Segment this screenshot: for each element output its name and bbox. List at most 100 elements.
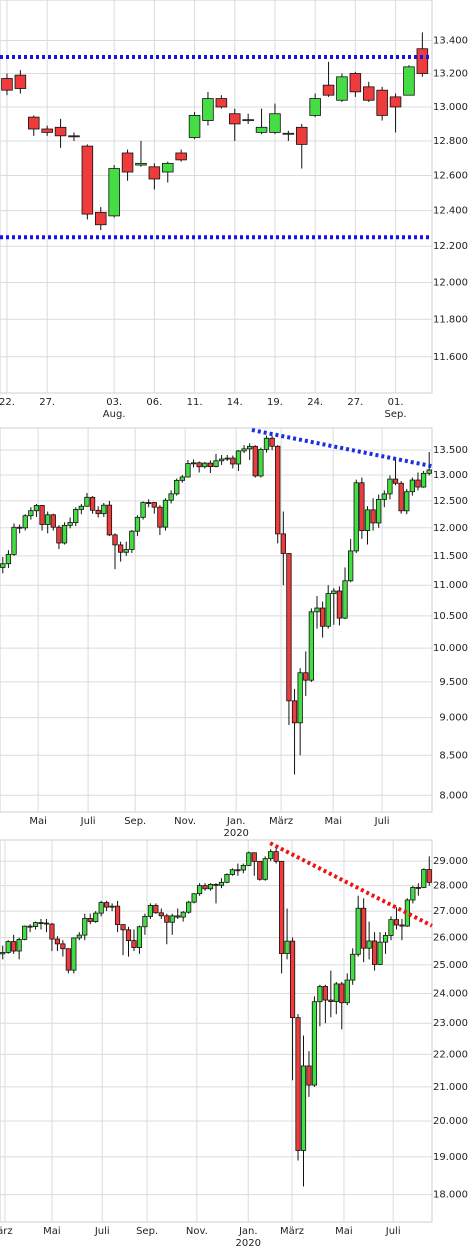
candle-body — [262, 858, 268, 880]
candle-body — [84, 496, 90, 507]
candle-body — [235, 450, 242, 465]
candle-body — [56, 526, 62, 544]
candle-body — [342, 580, 348, 619]
x-tick-label: Sep. — [136, 1226, 158, 1237]
trend-line — [251, 428, 433, 469]
candle-body — [146, 502, 152, 504]
candle-body — [322, 986, 328, 1001]
candle-body — [28, 116, 40, 130]
y-tick-label: 12.500 — [433, 496, 468, 507]
x-tick-label: 01. — [388, 397, 404, 408]
candle-body — [164, 915, 170, 923]
candle-body — [224, 874, 230, 883]
candle-body — [95, 509, 101, 515]
y-tick-label: 13.200 — [433, 68, 468, 79]
y-tick-label: 13.000 — [433, 102, 468, 113]
candle-body — [295, 1017, 301, 1151]
candle-body — [162, 499, 169, 528]
candle-body — [387, 478, 393, 495]
candle-body — [108, 168, 120, 217]
candle-body — [95, 211, 107, 226]
candle-body — [213, 884, 219, 886]
x-tick-label: Jan. — [226, 816, 246, 827]
candle-body — [377, 941, 383, 965]
candle-body — [114, 905, 121, 925]
candle-body — [106, 504, 113, 536]
candle-body — [251, 852, 257, 862]
candle-body — [188, 115, 201, 138]
candle-body — [399, 924, 405, 927]
candle-body — [98, 902, 104, 914]
y-tick-label: 13.500 — [433, 445, 468, 456]
candle-body — [364, 509, 371, 532]
candle-body — [289, 940, 296, 1019]
y-tick-label: 18.000 — [433, 1190, 468, 1201]
candle-body — [350, 953, 356, 981]
y-tick-label: 12.000 — [433, 277, 468, 288]
candle-body — [376, 89, 388, 116]
candle-body — [269, 113, 281, 133]
candle-body — [76, 934, 82, 939]
y-tick-label: 19.000 — [433, 1152, 468, 1163]
candle-body — [246, 852, 252, 866]
candle-body — [381, 493, 387, 500]
x-tick-label: 27. — [347, 397, 363, 408]
candle-body — [68, 135, 80, 138]
candle-body — [54, 938, 61, 945]
y-tick-label: 13.000 — [433, 470, 468, 481]
candle-body — [11, 941, 17, 952]
x-tick-label: Sep. — [124, 816, 146, 827]
candle-body — [71, 937, 77, 971]
x-period-label: Sep. — [385, 409, 407, 420]
candle-body — [169, 915, 175, 923]
candle-body — [336, 590, 343, 619]
x-tick-label: März — [269, 816, 293, 827]
y-tick-label: 8.000 — [439, 790, 468, 801]
candle-body — [190, 462, 197, 465]
candle-body — [279, 860, 285, 954]
candle-body — [382, 935, 389, 943]
y-tick-label: 29.000 — [433, 856, 468, 867]
candle-body — [410, 887, 416, 901]
x-tick-label: ärz — [0, 1226, 13, 1237]
candle-body — [421, 869, 427, 888]
candle-body — [61, 524, 68, 544]
y-tick-label: 11.600 — [433, 352, 468, 363]
x-tick-label: Nov. — [186, 1226, 208, 1237]
y-tick-label: 20.000 — [433, 1116, 468, 1127]
y-tick-label: 11.000 — [433, 580, 468, 591]
candle-body — [349, 73, 362, 93]
candle-body — [344, 979, 350, 1004]
candle-body — [348, 550, 354, 582]
candle-body — [78, 505, 84, 510]
candle-body — [11, 526, 17, 555]
candle-body — [1, 78, 13, 91]
candle-body — [22, 925, 28, 940]
x-tick-label: Juli — [94, 1226, 110, 1237]
candle-body — [38, 922, 44, 925]
candle-body — [5, 941, 11, 953]
x-tick-label: März — [280, 1226, 304, 1237]
candle-body — [284, 940, 290, 954]
candle-body — [297, 672, 303, 724]
candle-body — [252, 445, 258, 477]
x-tick-label: 27. — [39, 397, 55, 408]
candle-body — [213, 460, 219, 468]
y-tick-label: 12.800 — [433, 136, 468, 147]
x-tick-label: Mai — [29, 816, 47, 827]
candle-body — [196, 462, 202, 468]
candlestick-chart: 8.000 8.500 9.000 9.500 10.000 10.500 11.000 11… — [0, 427, 468, 839]
x-period-label: 2020 — [236, 1238, 261, 1249]
candle-body — [22, 515, 28, 529]
candle-body — [32, 922, 39, 927]
candle-body — [67, 522, 73, 526]
candle-body — [257, 860, 263, 880]
x-period-label: 2020 — [223, 828, 248, 839]
x-tick-label: 22. — [0, 397, 15, 408]
candle-body — [269, 437, 275, 447]
candle-body — [60, 943, 66, 950]
candle-body — [123, 549, 129, 553]
y-tick-label: 13.400 — [433, 36, 468, 47]
